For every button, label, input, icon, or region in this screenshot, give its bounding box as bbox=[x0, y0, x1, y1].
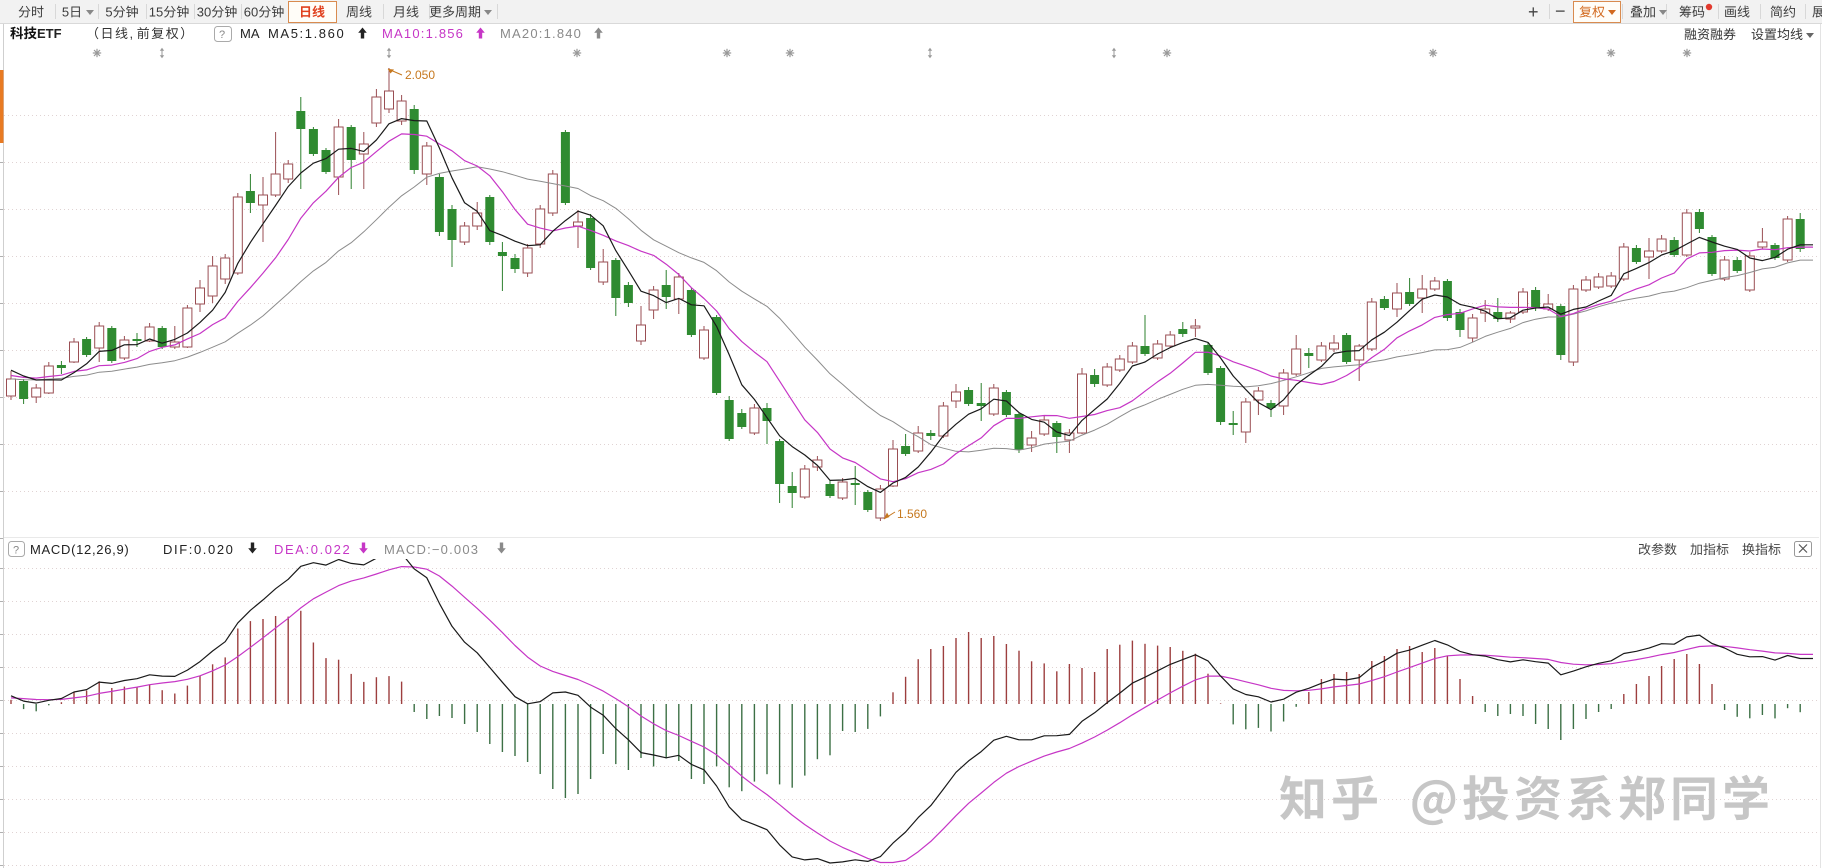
svg-text:MA: MA bbox=[240, 26, 260, 41]
svg-text:ETF: ETF bbox=[37, 26, 62, 41]
svg-text:DIF:0.020: DIF:0.020 bbox=[163, 542, 235, 557]
svg-text:30: 30 bbox=[197, 5, 211, 20]
svg-text:DEA:0.022: DEA:0.022 bbox=[274, 542, 351, 557]
svg-text:MACD:−0.003: MACD:−0.003 bbox=[384, 542, 479, 557]
svg-text:15: 15 bbox=[149, 5, 163, 20]
svg-text:5: 5 bbox=[62, 5, 69, 20]
svg-text:60: 60 bbox=[244, 5, 258, 20]
svg-text:?: ? bbox=[13, 545, 19, 557]
svg-text:MACD(12,26,9): MACD(12,26,9) bbox=[30, 542, 129, 557]
svg-text:1.560: 1.560 bbox=[897, 507, 927, 521]
svg-text:MA5:1.860: MA5:1.860 bbox=[268, 26, 345, 41]
svg-text:2.050: 2.050 bbox=[405, 68, 435, 82]
svg-text:MA10:1.856: MA10:1.856 bbox=[382, 26, 464, 41]
svg-text:,: , bbox=[130, 26, 134, 41]
svg-text:MA20:1.840: MA20:1.840 bbox=[500, 26, 582, 41]
svg-text:5: 5 bbox=[105, 5, 112, 20]
svg-text:+: + bbox=[1528, 2, 1539, 22]
svg-text:?: ? bbox=[219, 29, 225, 41]
svg-text:−: − bbox=[1555, 1, 1566, 21]
